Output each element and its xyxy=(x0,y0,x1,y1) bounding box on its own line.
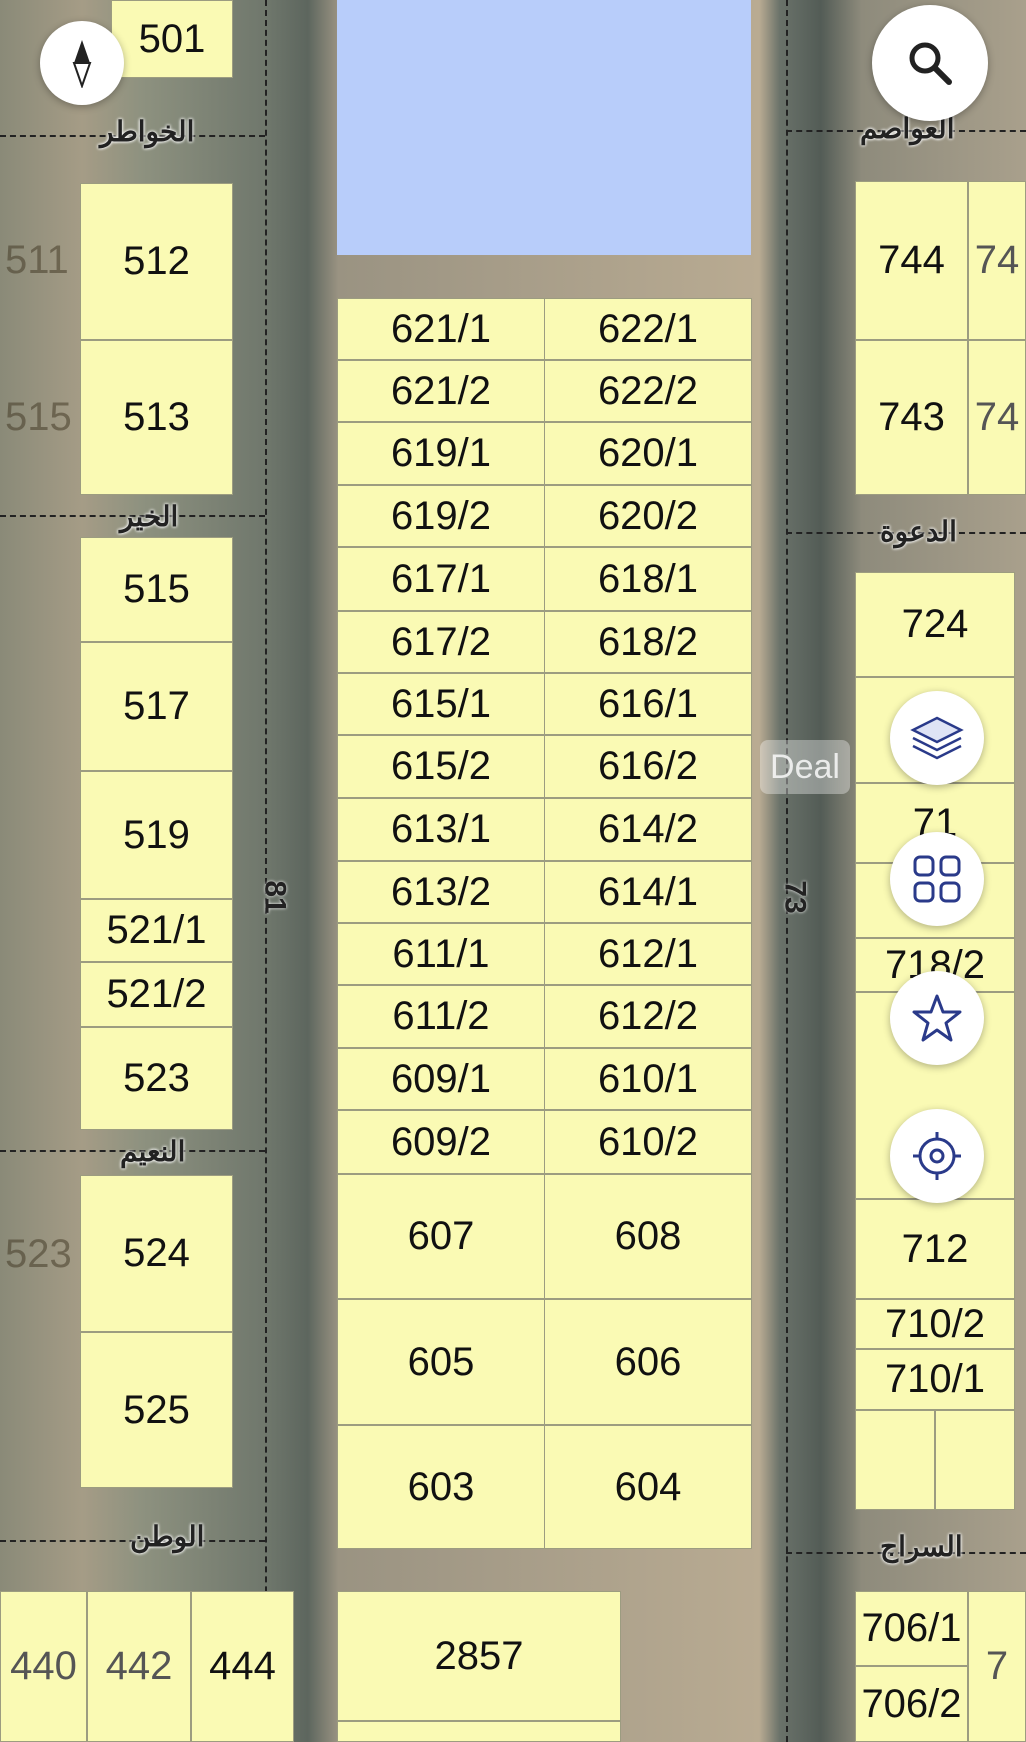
parcel[interactable]: 513 xyxy=(80,340,233,495)
parcel[interactable]: 617/1 xyxy=(337,547,545,611)
road-centerline xyxy=(0,1540,265,1542)
street-label: الخواطر xyxy=(100,116,195,147)
parcel[interactable]: 74 xyxy=(968,181,1026,340)
parcel[interactable]: 442 xyxy=(87,1591,191,1742)
parcel[interactable]: 621/1 xyxy=(337,298,545,360)
parcel[interactable]: 620/2 xyxy=(544,485,752,547)
road-number: 81 xyxy=(258,880,292,914)
parcel[interactable]: 607 xyxy=(337,1174,545,1299)
street-label: الخير xyxy=(120,501,179,532)
parcel[interactable]: 621/2 xyxy=(337,360,545,422)
grid-button[interactable] xyxy=(890,832,984,926)
parcel[interactable]: 610/1 xyxy=(544,1048,752,1110)
parcel[interactable]: 622/2 xyxy=(544,360,752,422)
parcel[interactable]: 724 xyxy=(855,572,1015,677)
parcel[interactable]: 613/1 xyxy=(337,798,545,861)
parcel[interactable]: 2857 xyxy=(337,1591,621,1721)
parcel[interactable]: 614/1 xyxy=(544,861,752,923)
parcel[interactable]: 619/2 xyxy=(337,485,545,547)
parcel[interactable]: 616/1 xyxy=(544,673,752,735)
watermark: Deal xyxy=(760,740,850,794)
road-number: 73 xyxy=(778,880,812,914)
layers-icon xyxy=(910,716,964,760)
parcel[interactable] xyxy=(855,1410,935,1510)
parcel[interactable]: 710/2 xyxy=(855,1299,1015,1349)
parcel[interactable]: 524 xyxy=(80,1175,233,1332)
parcel[interactable]: 501 xyxy=(111,0,233,78)
parcel[interactable]: 523 xyxy=(80,1027,233,1130)
parcel[interactable] xyxy=(935,1410,1015,1510)
parcel[interactable]: 613/2 xyxy=(337,861,545,923)
grid-icon xyxy=(913,855,961,903)
parcel[interactable]: 609/1 xyxy=(337,1048,545,1110)
star-icon xyxy=(912,994,962,1042)
parcel[interactable]: 525 xyxy=(80,1332,233,1488)
parcel[interactable]: 617/2 xyxy=(337,611,545,673)
parcel[interactable]: 614/2 xyxy=(544,798,752,861)
road-centerline xyxy=(786,532,1026,534)
parcel[interactable]: 615/1 xyxy=(337,673,545,735)
target-icon xyxy=(913,1132,961,1180)
parcel[interactable]: 521/2 xyxy=(80,962,233,1027)
park-area xyxy=(337,0,751,255)
parcel[interactable]: 604 xyxy=(544,1425,752,1549)
parcel[interactable]: 618/1 xyxy=(544,547,752,611)
compass-button[interactable] xyxy=(40,21,124,105)
search-icon xyxy=(909,42,952,85)
layers-button[interactable] xyxy=(890,691,984,785)
parcel[interactable]: 521/1 xyxy=(80,899,233,962)
parcel[interactable]: 606 xyxy=(544,1299,752,1425)
parcel[interactable]: 440 xyxy=(0,1591,87,1742)
road-centerline xyxy=(786,0,788,1742)
parcel[interactable]: 743 xyxy=(855,340,968,495)
parcel[interactable]: 744 xyxy=(855,181,968,340)
parcel[interactable]: 444 xyxy=(191,1591,294,1742)
favorite-button[interactable] xyxy=(890,971,984,1065)
ghost-parcel-label: 515 xyxy=(5,395,72,439)
parcel[interactable]: 608 xyxy=(544,1174,752,1299)
parcel[interactable]: 519 xyxy=(80,771,233,899)
ghost-parcel-label: 523 xyxy=(5,1232,72,1276)
compass-icon xyxy=(72,40,92,88)
parcel[interactable]: 620/1 xyxy=(544,422,752,485)
parcel[interactable]: 603 xyxy=(337,1425,545,1549)
parcel[interactable]: 710/1 xyxy=(855,1349,1015,1410)
parcel[interactable]: 706/2 xyxy=(855,1666,968,1742)
road-centerline xyxy=(786,1552,1026,1554)
parcel[interactable]: 706/1 xyxy=(855,1591,968,1666)
parcel[interactable]: 612/2 xyxy=(544,985,752,1048)
road-centerline xyxy=(265,0,267,1742)
parcel[interactable]: 611/2 xyxy=(337,985,545,1048)
road-centerline xyxy=(0,135,265,137)
street-label: النعيم xyxy=(120,1136,186,1167)
parcel[interactable]: 609/2 xyxy=(337,1110,545,1174)
parcel[interactable]: 605 xyxy=(337,1299,545,1425)
road-centerline xyxy=(786,130,1026,132)
parcel[interactable]: 622/1 xyxy=(544,298,752,360)
street-label: السراج xyxy=(880,1531,963,1562)
parcel[interactable]: 517 xyxy=(80,642,233,771)
parcel[interactable]: 615/2 xyxy=(337,735,545,798)
street-label: الوطن xyxy=(130,1521,205,1552)
locate-button[interactable] xyxy=(890,1109,984,1203)
parcel[interactable]: 612/1 xyxy=(544,923,752,985)
street-label: الدعوة xyxy=(880,516,957,547)
ghost-parcel-label: 511 xyxy=(5,238,69,282)
parcel[interactable]: 611/1 xyxy=(337,923,545,985)
road-centerline xyxy=(0,515,265,517)
parcel[interactable]: 616/2 xyxy=(544,735,752,798)
parcel[interactable]: 512 xyxy=(80,183,233,340)
search-button[interactable] xyxy=(872,5,988,121)
parcel[interactable]: 712 xyxy=(855,1199,1015,1299)
parcel[interactable]: 7 xyxy=(968,1591,1026,1742)
parcel[interactable] xyxy=(337,1721,621,1742)
parcel[interactable]: 515 xyxy=(80,537,233,642)
road-centerline xyxy=(0,1150,265,1152)
parcel[interactable]: 619/1 xyxy=(337,422,545,485)
parcel[interactable]: 618/2 xyxy=(544,611,752,673)
parcel[interactable]: 74 xyxy=(968,340,1026,495)
parcel[interactable]: 610/2 xyxy=(544,1110,752,1174)
